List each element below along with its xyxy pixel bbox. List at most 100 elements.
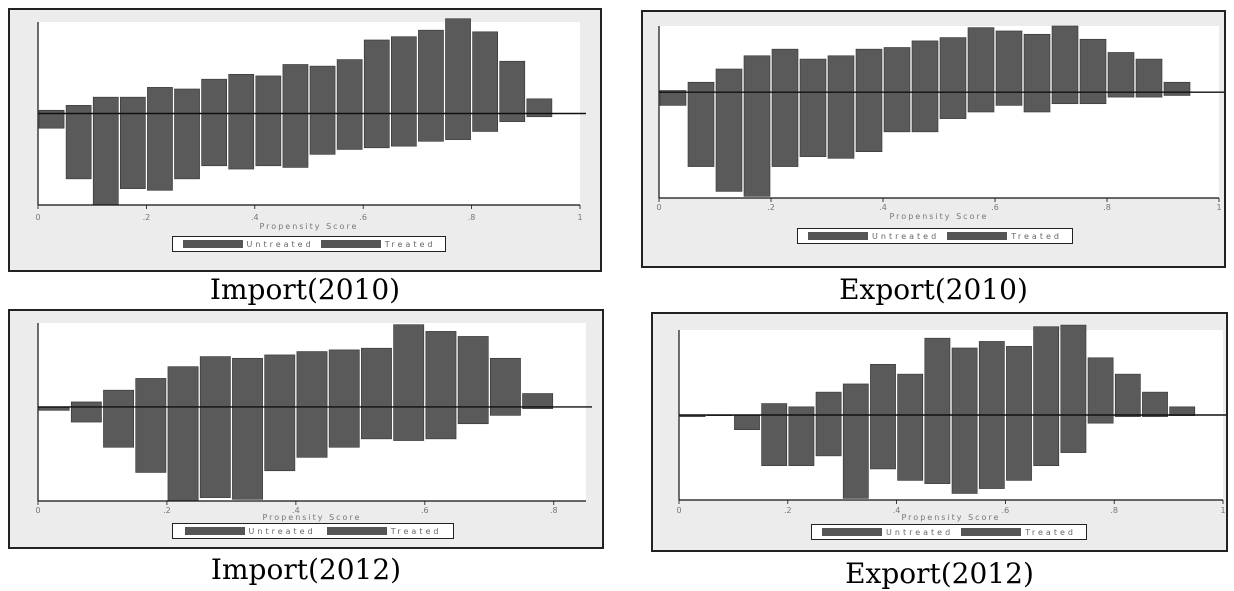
- bar-treated-15: [1087, 357, 1114, 416]
- chart-legend: Untreated Treated: [797, 228, 1073, 244]
- bar-treated-1: [687, 81, 715, 93]
- bar-treated-3: [120, 96, 146, 114]
- x-axis-label: Propensity Score: [263, 513, 362, 522]
- bar-untreated-11: [393, 406, 425, 441]
- chart-export-2012: 0 .2 .4 .6 .8 1 Propensity Score: [676, 324, 1226, 522]
- legend-label-untreated: Untreated: [886, 527, 954, 537]
- chart-export-2010: 0 .2 .4 .6 .8 1 Propensity Score: [656, 25, 1224, 221]
- bar-treated-6: [827, 55, 855, 93]
- bar-untreated-9: [328, 406, 360, 448]
- bar-untreated-7: [228, 113, 255, 170]
- legend-entry-treated: Treated: [326, 527, 442, 536]
- bar-untreated-12: [425, 406, 457, 440]
- legend-label-untreated: Untreated: [246, 239, 314, 249]
- bar-untreated-10: [939, 91, 967, 119]
- bar-treated-8: [897, 373, 924, 416]
- x-tick-label: .2: [767, 203, 775, 212]
- bar-treated-14: [1051, 25, 1079, 93]
- bar-treated-15: [522, 393, 554, 408]
- bar-treated-12: [995, 30, 1023, 93]
- bar-treated-1: [70, 401, 102, 408]
- legend-swatch-untreated: [808, 232, 869, 240]
- bar-treated-18: [526, 98, 553, 114]
- bar-untreated-16: [472, 113, 499, 132]
- bar-treated-5: [199, 356, 231, 408]
- legend-swatch-untreated: [822, 528, 883, 536]
- bar-treated-16: [1107, 52, 1135, 93]
- bar-treated-12: [363, 39, 390, 114]
- legend-label-treated: Treated: [384, 239, 436, 249]
- x-axis-label: Propensity Score: [260, 222, 359, 231]
- bar-treated-5: [174, 88, 200, 114]
- bar-treated-16: [472, 31, 499, 114]
- bar-untreated-13: [1023, 91, 1051, 113]
- bar-treated-3: [135, 378, 167, 408]
- bar-untreated-8: [296, 406, 328, 458]
- bar-untreated-13: [1033, 414, 1060, 466]
- x-axis-label: Propensity Score: [902, 513, 1001, 522]
- bar-untreated-6: [232, 406, 263, 500]
- x-tick-label: .4: [879, 203, 887, 212]
- bar-treated-10: [951, 347, 978, 416]
- bar-untreated-14: [1051, 91, 1079, 105]
- x-tick-label: .6: [1002, 506, 1010, 515]
- bar-untreated-3: [761, 414, 788, 466]
- bar-treated-7: [228, 73, 255, 114]
- bar-treated-12: [1006, 346, 1032, 416]
- legend-swatch-treated: [326, 527, 387, 535]
- bar-untreated-5: [199, 406, 231, 498]
- bar-treated-2: [715, 68, 743, 93]
- bar-untreated-1: [70, 406, 102, 423]
- bar-untreated-6: [201, 113, 228, 167]
- bar-treated-9: [328, 349, 360, 408]
- bar-untreated-8: [255, 113, 282, 167]
- caption-import-2012: Import(2012): [210, 553, 402, 586]
- legend-swatch-untreated: [184, 527, 245, 535]
- x-tick-label: .2: [784, 506, 792, 515]
- bar-treated-9: [911, 40, 939, 93]
- plot-area: [659, 26, 1219, 198]
- bar-treated-11: [336, 59, 363, 114]
- bar-treated-15: [445, 18, 471, 114]
- bar-untreated-17: [1135, 91, 1163, 98]
- bar-untreated-8: [897, 414, 924, 481]
- bar-treated-14: [489, 357, 521, 408]
- bar-untreated-9: [911, 91, 939, 133]
- bar-treated-14: [1060, 324, 1087, 416]
- legend-label-treated: Treated: [1011, 231, 1062, 241]
- legend-entry-untreated: Untreated: [808, 232, 939, 241]
- bar-treated-11: [967, 27, 995, 93]
- bar-treated-8: [296, 351, 328, 408]
- x-tick-label: .6: [359, 213, 367, 222]
- x-tick-label: 1: [1220, 506, 1225, 515]
- chart-import-2012: 0 .2 .4 .6 .8 Propensity Score: [35, 323, 592, 522]
- caption-import-2010: Import(2010): [209, 273, 401, 306]
- bar-untreated-16: [1107, 91, 1135, 98]
- x-tick-label: .8: [550, 506, 558, 515]
- bar-untreated-2: [715, 91, 743, 192]
- chart-panel-export-2010: 0 .2 .4 .6 .8 1 Propensity Score Untreated Tre…: [641, 10, 1226, 268]
- bar-untreated-14: [418, 113, 444, 142]
- bar-untreated-11: [978, 414, 1005, 489]
- x-tick-label: .8: [1103, 203, 1111, 212]
- legend-label-treated: Treated: [1025, 527, 1076, 537]
- bar-untreated-1: [65, 113, 92, 180]
- bar-treated-13: [1033, 326, 1060, 416]
- bar-untreated-9: [924, 414, 951, 484]
- legend-entry-treated: Treated: [961, 528, 1076, 537]
- x-tick-label: 1: [1216, 203, 1221, 212]
- bar-treated-5: [799, 58, 827, 93]
- bar-untreated-12: [995, 91, 1023, 106]
- bar-treated-2: [92, 96, 119, 114]
- legend-swatch-untreated: [182, 240, 243, 248]
- bar-treated-1: [65, 105, 92, 114]
- bar-treated-13: [390, 36, 417, 114]
- bar-untreated-17: [499, 113, 526, 122]
- legend-swatch-treated: [961, 528, 1022, 536]
- bar-untreated-12: [1006, 414, 1032, 481]
- bar-treated-13: [1023, 33, 1051, 93]
- bar-untreated-2: [92, 113, 119, 206]
- bar-untreated-4: [771, 91, 799, 167]
- bar-treated-3: [761, 403, 788, 416]
- bar-untreated-10: [309, 113, 336, 155]
